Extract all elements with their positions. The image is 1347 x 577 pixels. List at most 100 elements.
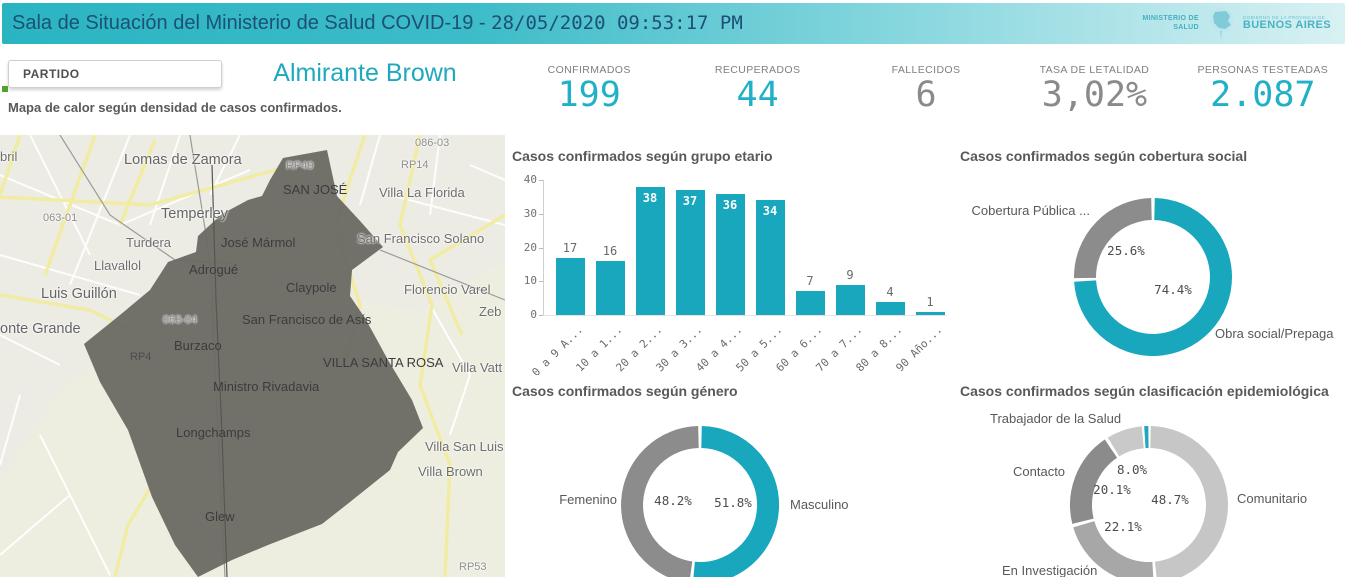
y-tick-label: 10	[523, 274, 537, 288]
map-label: onte Grande	[0, 321, 81, 337]
donut-slice-Comunitario[interactable]	[1149, 426, 1228, 577]
chart-grupo-etario: Casos confirmados según grupo etario 0 10…	[505, 140, 955, 379]
bar-10 a 1...[interactable]	[595, 261, 625, 315]
slice-label-femenino: Femenino	[559, 492, 617, 507]
map-label: Turdera	[126, 235, 172, 250]
chart-title: Casos confirmados según grupo etario	[512, 148, 773, 164]
map-label: Adrogué	[189, 262, 239, 277]
chart-genero: Casos confirmados según género Femenino …	[505, 375, 955, 577]
bar-90 Año...[interactable]	[915, 311, 945, 315]
bar-value-label: 9	[846, 267, 854, 282]
map-label: Llavallol	[94, 258, 141, 273]
slice-pct-femenino: 48.2%	[654, 493, 692, 508]
map-label: José Mármol	[221, 235, 296, 250]
bar-value-label: 16	[602, 244, 618, 258]
map-label: San Francisco Solano	[357, 231, 485, 246]
x-tick-label: 0 a 9 A...	[529, 323, 586, 380]
header-logos: MINISTERIO DE SALUD GOBIERNO DE LA PROVIN…	[1142, 3, 1331, 44]
donut-slice-Femenino[interactable]	[621, 426, 700, 577]
donut-slice-Trabajador de la Salud[interactable]	[1107, 426, 1145, 457]
heat-region-almirante-brown[interactable]	[84, 150, 423, 577]
slice-pct-contacto: 20.1%	[1093, 482, 1131, 497]
bar-40 a 4...[interactable]	[715, 193, 745, 315]
header-bar: Sala de Situación del Ministerio de Salu…	[2, 3, 1345, 44]
partido-filter[interactable]: PARTIDO	[8, 60, 222, 88]
bar-30 a 3...[interactable]	[675, 190, 705, 315]
slice-pct-comunitario: 48.7%	[1151, 492, 1189, 507]
x-axis-line	[543, 315, 947, 316]
slice-pct-cobertura-publica: 25.6%	[1107, 243, 1145, 258]
map-label: Luis Guillón	[41, 286, 117, 302]
y-tick-label: 30	[523, 206, 537, 220]
heatmap-map[interactable]: bril Lomas de Zamora RP49 086-03 RP14 SAN JOS…	[0, 135, 505, 577]
y-tick-label: 20	[523, 240, 537, 254]
map-label: Longchamps	[176, 425, 251, 440]
bar-80 a 8...[interactable]	[875, 301, 905, 315]
map-label: Villa La Florida	[379, 185, 465, 200]
map-label: SAN JOSÉ	[283, 182, 348, 197]
map-label: Villa San Luis	[425, 439, 504, 454]
ministerio-salud-logo: MINISTERIO DE SALUD	[1142, 14, 1199, 31]
bar-60 a 6...[interactable]	[795, 291, 825, 315]
bar-20 a 2...[interactable]	[635, 186, 665, 315]
map-label: Florencio Varel	[404, 282, 491, 297]
kpi-personas-testeadas: PERSONAS TESTEADAS 2.087	[1197, 64, 1329, 115]
map-label: San Francisco de Asís	[242, 312, 372, 327]
y-tick-mark	[539, 315, 543, 316]
kpi-recuperados: RECUPERADOS 44	[714, 64, 801, 115]
donut-slice-Contacto[interactable]	[1070, 439, 1118, 524]
donut-clasificacion	[1070, 426, 1228, 577]
y-tick-label: 40	[523, 173, 537, 186]
map-subtitle: Mapa de calor según densidad de casos co…	[8, 100, 342, 115]
gobierno-ba-logo: GOBIERNO DE LA PROVINCIA DE BUENOS AIRES	[1242, 14, 1331, 32]
y-axis-line	[543, 180, 544, 315]
bar-70 a 7...[interactable]	[835, 284, 865, 315]
chart-title: Casos confirmados según clasificación ep…	[960, 383, 1329, 399]
slice-label-masculino: Masculino	[790, 497, 849, 512]
map-label: VILLA SANTA ROSA	[323, 355, 444, 370]
slice-label-contacto: Contacto	[1013, 464, 1066, 479]
slice-label-en-investigacion: En Investigación	[1002, 563, 1098, 577]
page-title: Sala de Situación del Ministerio de Salu…	[12, 12, 743, 34]
y-tick-mark	[539, 213, 543, 215]
bar-plot: 0 10 20 30 40 17 0 a 9 A... 16 10 a 1... 38 20 a 2…	[505, 140, 955, 379]
map-label: Villa Vatt	[452, 360, 503, 375]
filter-selection-indicator	[2, 86, 8, 92]
slice-label-trabajador-salud: Trabajador de la Salud	[990, 411, 1122, 426]
slice-pct-en-investigacion: 22.1%	[1104, 519, 1142, 534]
bar-50 a 5...[interactable]	[755, 200, 785, 315]
bar-value-label: 1	[926, 294, 934, 309]
header-datetime: 28/05/2020 09:53:17 PM	[491, 12, 743, 34]
slice-label-cobertura-publica: Cobertura Pública ...	[971, 203, 1090, 218]
slice-label-obra-social: Obra social/Prepaga	[1215, 326, 1334, 341]
kpi-tasa-letalidad: TASA DE LETALIDAD 3,02%	[1039, 64, 1150, 115]
y-tick-label: 0	[530, 308, 537, 321]
map-label: bril	[0, 149, 18, 164]
map-label: Temperley	[161, 206, 228, 222]
chart-cobertura-social: Casos confirmados según cobertura social…	[955, 140, 1347, 375]
bar-value-label: 37	[682, 194, 698, 209]
map-label: RP4	[130, 351, 152, 363]
map-label: 086-03	[415, 137, 450, 149]
bar-value-label: 7	[806, 274, 814, 289]
donut-cobertura	[1074, 198, 1232, 356]
map-label: RP49	[286, 160, 314, 172]
donut-slice-Masculino[interactable]	[693, 426, 780, 577]
bar-0 a 9 A...[interactable]	[555, 257, 585, 315]
map-label: Zeb	[479, 304, 502, 319]
donut-slice-En Investigación[interactable]	[1073, 520, 1154, 577]
map-label: Lomas de Zamora	[124, 152, 242, 168]
chart-clasificacion-epidemiologica: Casos confirmados según clasificación ep…	[955, 375, 1347, 577]
y-tick-mark	[539, 281, 543, 283]
map-canvas	[0, 135, 505, 577]
bar-value-label: 34	[762, 204, 778, 219]
partido-filter-label: PARTIDO	[23, 67, 80, 81]
map-label: Glew	[205, 509, 235, 524]
chart-title: Casos confirmados según cobertura social	[960, 148, 1248, 164]
slice-pct-trabajador-salud: 8.0%	[1116, 462, 1148, 477]
slice-label-comunitario: Comunitario	[1237, 491, 1308, 506]
bar-value-label: 17	[562, 240, 578, 255]
donut-slice-Obra social/Prepaga[interactable]	[1074, 198, 1232, 356]
donut-slice-Cobertura Pública ...[interactable]	[1074, 198, 1153, 279]
